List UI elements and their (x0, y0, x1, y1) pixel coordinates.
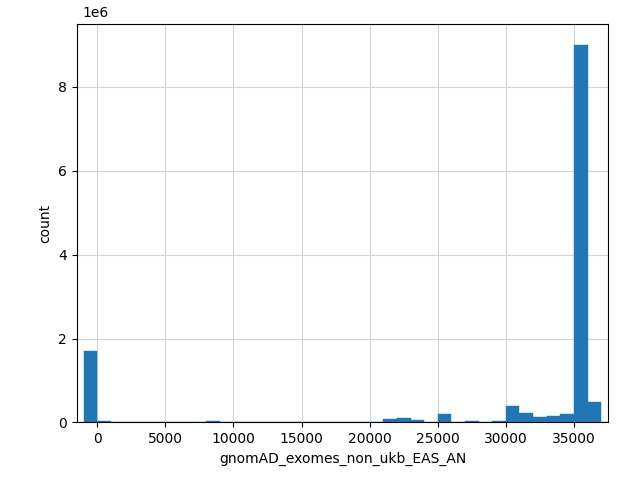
Bar (492, 420, 506, 422)
X-axis label: gnomAD_exomes_non_ukb_EAS_AN: gnomAD_exomes_non_ukb_EAS_AN (219, 452, 466, 466)
Bar (438, 414, 451, 422)
Bar (588, 402, 601, 422)
Bar (574, 45, 588, 422)
Bar (97, 421, 111, 422)
Y-axis label: count: count (38, 204, 52, 243)
Bar (506, 407, 520, 422)
Bar (561, 414, 574, 422)
Bar (465, 421, 479, 422)
Bar (206, 421, 220, 422)
Bar (383, 419, 397, 422)
Bar (397, 418, 410, 422)
Text: 1e6: 1e6 (82, 6, 108, 20)
Bar (410, 420, 424, 422)
Bar (533, 417, 547, 422)
Bar (547, 416, 561, 422)
Bar (520, 413, 533, 422)
Bar (84, 351, 97, 422)
